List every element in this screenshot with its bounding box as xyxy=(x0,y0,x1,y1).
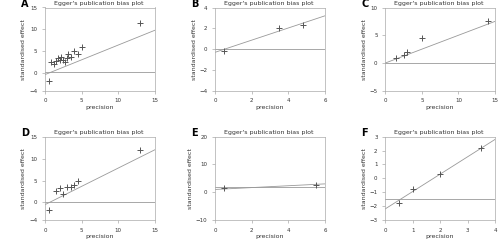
Point xyxy=(275,26,283,30)
X-axis label: precision: precision xyxy=(256,234,284,239)
X-axis label: precision: precision xyxy=(426,105,454,110)
Point xyxy=(56,186,64,190)
Point xyxy=(44,208,52,212)
Point xyxy=(136,21,144,25)
Point xyxy=(66,185,74,189)
Text: Egger's publication bias plot: Egger's publication bias plot xyxy=(54,1,144,6)
Point xyxy=(418,36,426,40)
Y-axis label: standardised effect: standardised effect xyxy=(362,19,366,80)
Point xyxy=(400,53,407,57)
Text: E: E xyxy=(191,128,198,138)
Y-axis label: standardised effect: standardised effect xyxy=(188,148,193,209)
Point xyxy=(66,54,74,58)
Text: F: F xyxy=(361,128,368,138)
X-axis label: precision: precision xyxy=(426,234,454,239)
Point xyxy=(47,60,55,64)
Point xyxy=(408,188,416,192)
Point xyxy=(484,20,492,24)
X-axis label: precision: precision xyxy=(86,105,114,110)
X-axis label: precision: precision xyxy=(86,234,114,239)
X-axis label: precision: precision xyxy=(256,105,284,110)
Point xyxy=(56,58,64,62)
Point xyxy=(403,50,411,54)
Point xyxy=(63,56,71,60)
Y-axis label: standardised effect: standardised effect xyxy=(22,148,26,209)
Point xyxy=(54,56,62,60)
Point xyxy=(395,201,403,205)
Point xyxy=(44,79,52,83)
Point xyxy=(74,52,82,56)
Point xyxy=(70,49,78,53)
Point xyxy=(63,185,71,189)
Point xyxy=(220,49,228,53)
Text: B: B xyxy=(191,0,198,9)
Point xyxy=(78,45,86,49)
Point xyxy=(299,23,307,27)
Point xyxy=(60,192,68,196)
Point xyxy=(52,190,60,194)
Point xyxy=(70,183,78,187)
Text: D: D xyxy=(21,128,29,138)
Point xyxy=(60,58,68,62)
Text: Egger's publication bias plot: Egger's publication bias plot xyxy=(54,130,144,135)
Point xyxy=(392,56,400,60)
Point xyxy=(52,59,60,63)
Point xyxy=(478,146,486,150)
Text: A: A xyxy=(21,0,28,9)
Text: Egger's publication bias plot: Egger's publication bias plot xyxy=(224,130,314,135)
Text: C: C xyxy=(361,0,368,9)
Point xyxy=(74,178,82,182)
Y-axis label: standardised effect: standardised effect xyxy=(192,19,196,80)
Text: Egger's publication bias plot: Egger's publication bias plot xyxy=(394,130,484,135)
Text: Egger's publication bias plot: Egger's publication bias plot xyxy=(224,1,314,6)
Point xyxy=(50,62,58,66)
Y-axis label: standardised effect: standardised effect xyxy=(22,19,26,80)
Text: Egger's publication bias plot: Egger's publication bias plot xyxy=(394,1,484,6)
Point xyxy=(64,52,72,56)
Point xyxy=(436,172,444,176)
Point xyxy=(57,54,65,58)
Point xyxy=(312,183,320,187)
Y-axis label: standardised effect: standardised effect xyxy=(362,148,366,209)
Point xyxy=(136,148,144,152)
Point xyxy=(62,60,70,64)
Point xyxy=(220,186,228,190)
